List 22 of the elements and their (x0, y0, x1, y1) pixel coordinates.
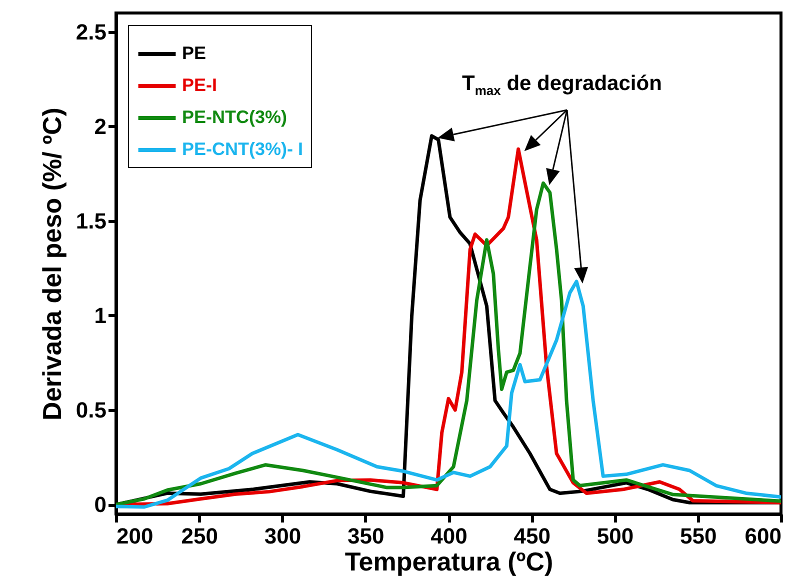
x-axis-title: Temperatura (ºC) (344, 546, 554, 576)
y-tick-label: 0 (94, 492, 106, 518)
x-tick-label: 450 (514, 524, 550, 548)
x-tick-label: 200 (116, 524, 154, 548)
legend-label: PE-CNT(3%)- I (182, 139, 303, 159)
x-tick-label: 500 (596, 524, 634, 548)
legend-label: PE-I (182, 75, 218, 95)
y-tick-label: 1 (94, 302, 106, 328)
x-tick-label: 300 (264, 524, 302, 548)
x-tick-label: 250 (181, 524, 218, 548)
legend-label: PE-NTC(3%) (182, 107, 288, 127)
x-tick-label: 600 (744, 524, 782, 548)
x-tick-label: 550 (680, 524, 717, 548)
y-axis-title: Derivada del peso (%/ ºC) (36, 108, 67, 420)
x-tick-label: 400 (430, 524, 468, 548)
y-tick-label: 2.5 (76, 19, 106, 44)
y-tick-label: 1.5 (76, 208, 106, 234)
x-tick-label: 350 (348, 524, 384, 548)
y-tick-label: 0.5 (76, 398, 106, 423)
y-tick-label: 2 (94, 114, 106, 139)
annotation: T$_{max}$ de degradación (462, 72, 662, 98)
legend-label: PE (182, 43, 206, 63)
